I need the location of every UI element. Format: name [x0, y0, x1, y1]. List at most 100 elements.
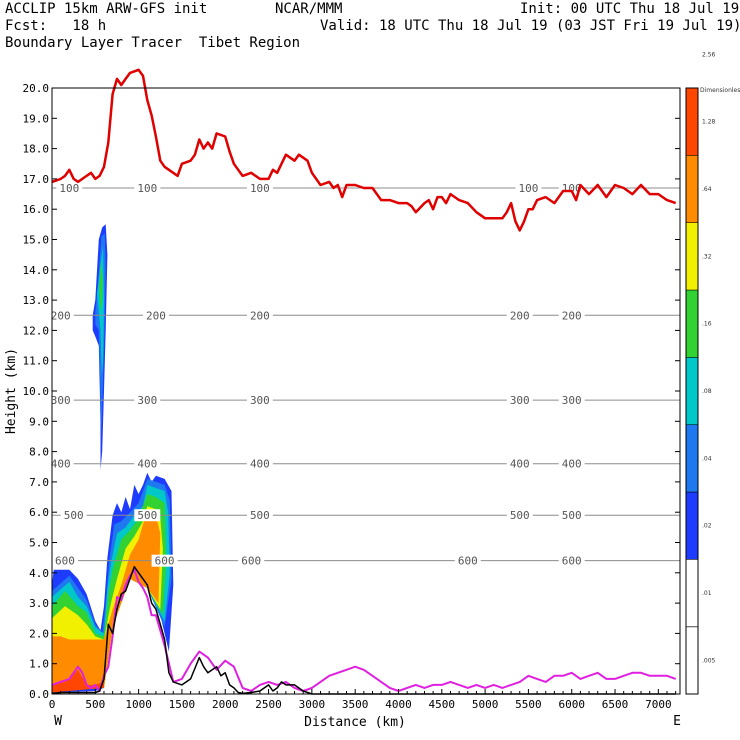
colorbar-level-label: .16: [702, 321, 712, 328]
x-tick-label: 1500: [169, 698, 196, 711]
pressure-label: 200: [146, 309, 166, 322]
pressure-label: 400: [250, 458, 270, 471]
x-tick-label: 3500: [342, 698, 369, 711]
y-tick-label: 5.0: [29, 537, 49, 550]
pressure-label: 300: [51, 394, 71, 407]
y-tick-label: 15.0: [23, 234, 50, 247]
pressure-label: 100: [59, 182, 79, 195]
west-label: W: [54, 714, 62, 729]
pressure-label-bg: [246, 181, 273, 194]
pressure-label: 600: [55, 555, 75, 568]
pressure-label: 200: [562, 309, 582, 322]
y-tick-label: 19.0: [23, 112, 50, 125]
y-tick-label: 17.0: [23, 173, 50, 186]
pressure-label: 400: [51, 458, 71, 471]
x-tick-label: 5500: [515, 698, 542, 711]
init-time: Init: 00 UTC Thu 18 Jul 19: [520, 1, 740, 17]
pressure-label: 300: [137, 394, 157, 407]
pressure-label: 100: [250, 182, 270, 195]
pressure-label: 600: [155, 555, 175, 568]
pressure-label-bg: [51, 554, 78, 567]
org-label: NCAR/MMM: [275, 1, 343, 17]
colorbar-title: Dimensionless: [700, 87, 740, 94]
x-tick-label: 2500: [255, 698, 282, 711]
colorbar-segment-1: [685, 559, 699, 627]
x-tick-label: 4000: [385, 698, 412, 711]
colorbar-segment-8: [685, 87, 699, 156]
pressure-label: 100: [137, 182, 157, 195]
pressure-label-bg: [47, 457, 74, 470]
colorbar-level-label: 2.56: [702, 51, 716, 58]
pressure-label-bg: [506, 394, 533, 407]
pressure-label-bg: [558, 509, 585, 522]
colorbar-segment-2: [685, 491, 699, 560]
pressure-label: 500: [510, 509, 530, 522]
pressure-label-bg: [238, 554, 265, 567]
pressure-label-bg: [246, 509, 273, 522]
x-tick-label: 0: [49, 698, 56, 711]
pressure-label: 500: [562, 509, 582, 522]
y-tick-label: 16.0: [23, 203, 50, 216]
east-label: E: [673, 714, 681, 729]
series-line-1: [51, 568, 677, 692]
y-tick-label: 13.0: [23, 294, 50, 307]
pressure-label: 500: [250, 509, 270, 522]
pressure-label: 400: [562, 458, 582, 471]
pressure-label-bg: [134, 181, 161, 194]
x-tick-label: 4500: [429, 698, 456, 711]
y-tick-label: 14.0: [23, 264, 50, 277]
colorbar-level-label: .64: [702, 186, 712, 193]
pressure-label: 600: [562, 555, 582, 568]
forecast-hour: Fcst: 18 h: [5, 18, 107, 34]
chart-title: Boundary Layer Tracer Tibet Region: [5, 35, 301, 51]
pressure-label-bg: [558, 394, 585, 407]
colorbar-level-label: .005: [702, 657, 716, 664]
tracer-field-5: [52, 512, 161, 691]
colorbar-segment-7: [685, 155, 699, 223]
pressure-label: 200: [250, 309, 270, 322]
pressure-label-bg: [246, 457, 273, 470]
colorbar-level-label: .04: [702, 455, 712, 462]
pressure-label-bg: [151, 554, 178, 567]
pressure-label-bg: [134, 457, 161, 470]
colorbar-level-label: 1.28: [702, 119, 716, 126]
y-tick-label: 8.0: [29, 446, 49, 459]
pressure-label-bg: [506, 457, 533, 470]
y-tick-label: 6.0: [29, 506, 49, 519]
pressure-label-bg: [60, 509, 87, 522]
pressure-label: 500: [64, 509, 84, 522]
pressure-label-bg: [558, 554, 585, 567]
y-tick-label: 20.0: [23, 82, 50, 95]
pressure-label-bg: [134, 394, 161, 407]
x-tick-label: 7000: [645, 698, 672, 711]
pressure-label: 300: [562, 394, 582, 407]
colorbar-level-label: .02: [702, 523, 712, 530]
pressure-label: 200: [510, 309, 530, 322]
y-tick-label: 0.0: [29, 688, 49, 701]
pressure-label: 100: [518, 182, 538, 195]
pressure-label: 600: [458, 555, 478, 568]
y-tick-label: 12.0: [23, 324, 50, 337]
pressure-label-bg: [506, 309, 533, 322]
pressure-label: 600: [241, 555, 261, 568]
colorbar-level-label: .08: [702, 388, 712, 395]
y-tick-label: 7.0: [29, 476, 49, 489]
x-tick-label: 5000: [472, 698, 499, 711]
colorbar-segment-5: [685, 289, 699, 358]
pressure-label-bg: [558, 309, 585, 322]
y-axis-label: Height (km): [4, 348, 19, 434]
pressure-label-bg: [56, 181, 83, 194]
valid-time: Valid: 18 UTC Thu 18 Jul 19 (03 JST Fri …: [320, 18, 740, 34]
y-tick-label: 9.0: [29, 415, 49, 428]
y-tick-label: 4.0: [29, 567, 49, 580]
pressure-label: 300: [250, 394, 270, 407]
x-tick-label: 3000: [299, 698, 326, 711]
pressure-label-bg: [506, 509, 533, 522]
pressure-label-bg: [246, 309, 273, 322]
pressure-label: 300: [510, 394, 530, 407]
pressure-label-bg: [515, 181, 542, 194]
pressure-label-bg: [142, 309, 169, 322]
x-tick-label: 1000: [125, 698, 152, 711]
